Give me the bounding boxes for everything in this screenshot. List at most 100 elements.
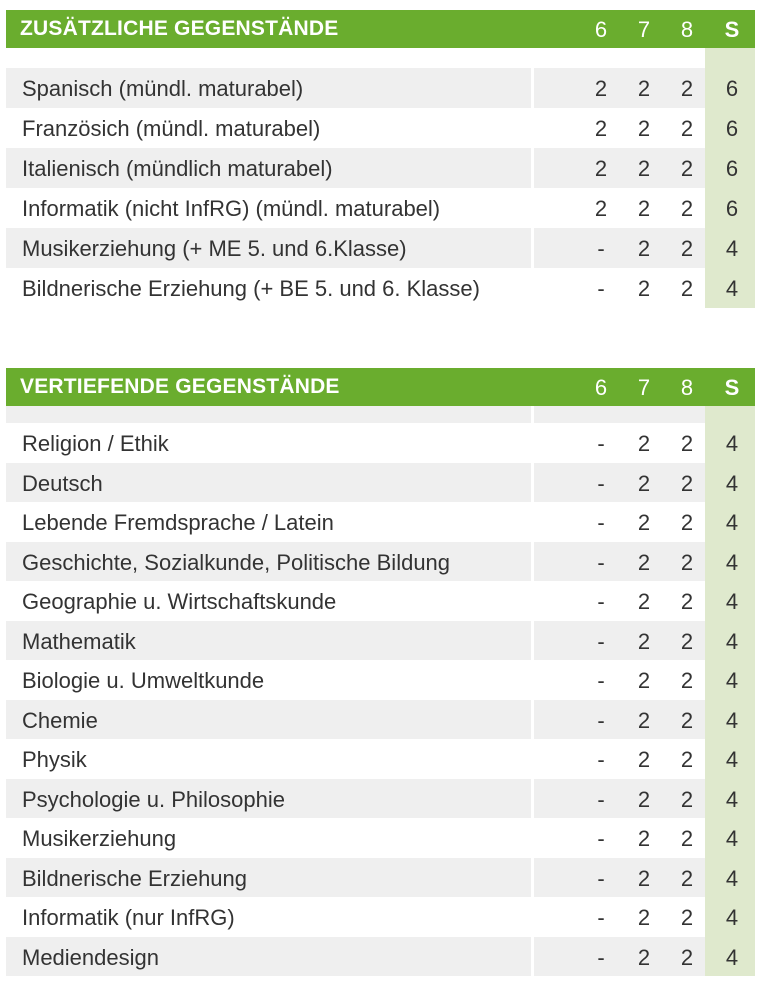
hours-value: 2: [594, 156, 608, 181]
hours-value: 2: [637, 786, 651, 812]
column-header: 7: [637, 17, 651, 42]
table-row: Religion / Ethik - 2 2 4: [6, 423, 755, 463]
column-header: 7: [637, 375, 651, 400]
subject-label: Deutsch: [22, 470, 103, 496]
hours-value: -: [597, 236, 605, 261]
hours-value: -: [597, 944, 605, 970]
table-row: Bildnerische Erziehung (+ BE 5. und 6. K…: [6, 268, 755, 308]
subject-label: Musikerziehung: [22, 826, 177, 851]
hours-value: 2: [680, 196, 694, 221]
hours-value: -: [597, 628, 605, 654]
column-header: 8: [680, 375, 694, 400]
hours-value: 2: [637, 431, 651, 456]
table-body: Spanisch (mündl. maturabel) 2 2 2 6 Französic…: [6, 48, 755, 308]
table-row: Informatik (nur InfRG) - 2 2 4: [6, 897, 755, 937]
sum-column-background: [705, 406, 755, 976]
section-vertiefende-gegenstaende: VERTIEFENDE GEGENSTÄNDE 6 7 8 S Religion / Et…: [6, 368, 755, 976]
hours-value: 2: [637, 196, 651, 221]
hours-value: -: [597, 865, 605, 891]
table-row: Deutsch - 2 2 4: [6, 462, 755, 502]
section-header: VERTIEFENDE GEGENSTÄNDE 6 7 8 S: [6, 368, 755, 406]
hours-value: 2: [637, 865, 651, 891]
hours-value: 2: [680, 589, 694, 614]
table-row: Chemie - 2 2 4: [6, 699, 755, 739]
hours-value: 4: [725, 236, 739, 261]
hours-value: 6: [725, 76, 739, 101]
subject-label: Spanisch (mündl. maturabel): [22, 76, 304, 101]
hours-value: 2: [680, 826, 694, 851]
subject-label: Informatik (nicht InfRG) (mündl. maturab…: [22, 196, 441, 221]
hours-value: 2: [637, 236, 651, 261]
hours-value: 4: [725, 905, 739, 930]
hours-value: 4: [725, 628, 739, 654]
hours-value: 4: [725, 668, 739, 693]
section-title: ZUSÄTZLICHE GEGENSTÄNDE: [20, 17, 339, 40]
hours-value: 2: [637, 76, 651, 101]
subject-label: Italienisch (mündlich maturabel): [22, 156, 333, 181]
hours-value: 4: [725, 589, 739, 614]
hours-value: 2: [594, 116, 608, 141]
table-row: Lebende Fremdsprache / Latein - 2 2 4: [6, 502, 755, 542]
hours-value: -: [597, 510, 605, 535]
hours-value: 4: [725, 470, 739, 496]
hours-value: 2: [637, 668, 651, 693]
column-header: S: [724, 17, 740, 42]
table-row: Musikerziehung (+ ME 5. und 6.Klasse) - 2 2…: [6, 228, 755, 268]
hours-value: 2: [637, 628, 651, 654]
column-header: S: [724, 375, 740, 400]
hours-value: 2: [680, 156, 694, 181]
hours-value: 2: [680, 747, 694, 772]
hours-value: -: [597, 786, 605, 812]
subject-label: Biologie u. Umweltkunde: [22, 668, 265, 693]
subject-label: Mediendesign: [22, 944, 159, 970]
hours-value: 4: [725, 510, 739, 535]
hours-value: 2: [680, 236, 694, 261]
hours-value: -: [597, 470, 605, 496]
table-row: Mediendesign - 2 2 4: [6, 936, 755, 976]
hours-value: 2: [594, 196, 608, 221]
hours-value: -: [597, 707, 605, 733]
table-row: Mathematik - 2 2 4: [6, 620, 755, 660]
hours-value: -: [597, 905, 605, 930]
table-row: Musikerziehung - 2 2 4: [6, 818, 755, 858]
hours-value: -: [597, 668, 605, 693]
hours-value: 2: [680, 944, 694, 970]
hours-value: -: [597, 826, 605, 851]
hours-value: 2: [637, 747, 651, 772]
hours-value: -: [597, 431, 605, 456]
column-header: 6: [594, 17, 608, 42]
subject-label: Geographie u. Wirtschaftskunde: [22, 589, 337, 614]
hours-value: 4: [725, 944, 739, 970]
subject-label: Chemie: [22, 707, 98, 733]
hours-value: 2: [680, 470, 694, 496]
table-row: Bildnerische Erziehung - 2 2 4: [6, 857, 755, 897]
hours-value: 2: [680, 668, 694, 693]
hours-value: 2: [637, 156, 651, 181]
table-body: Religion / Ethik -2 2 4 Deutsch -2 2 4 Lebende F…: [6, 406, 755, 976]
hours-value: 2: [637, 510, 651, 535]
table-row: Geographie u. Wirtschaftskunde - 2 2 4: [6, 581, 755, 621]
subject-label: Religion / Ethik: [22, 431, 169, 456]
hours-value: 4: [725, 747, 739, 772]
hours-value: 2: [680, 276, 694, 301]
section-title: VERTIEFENDE GEGENSTÄNDE: [20, 375, 340, 398]
hours-value: 2: [637, 826, 651, 851]
hours-value: 4: [725, 865, 739, 891]
hours-value: 4: [725, 549, 739, 575]
hours-value: 2: [680, 628, 694, 654]
hours-value: -: [597, 589, 605, 614]
subject-label: Bildnerische Erziehung: [22, 865, 248, 891]
hours-value: 6: [725, 116, 739, 141]
table-row: Psychologie u. Philosophie - 2 2 4: [6, 778, 755, 818]
hours-value: 4: [725, 786, 739, 812]
subject-label: Mathematik: [22, 628, 136, 654]
subject-label: Geschichte, Sozialkunde, Politische Bild…: [22, 549, 451, 575]
hours-value: 2: [637, 707, 651, 733]
hours-value: 2: [680, 510, 694, 535]
hours-value: 6: [725, 196, 739, 221]
hours-value: 4: [725, 276, 739, 301]
spacer: [6, 406, 755, 423]
hours-value: -: [597, 747, 605, 772]
table-row: Geschichte, Sozialkunde, Politische Bild…: [6, 541, 755, 581]
subject-label: Informatik (nur InfRG): [22, 905, 235, 930]
